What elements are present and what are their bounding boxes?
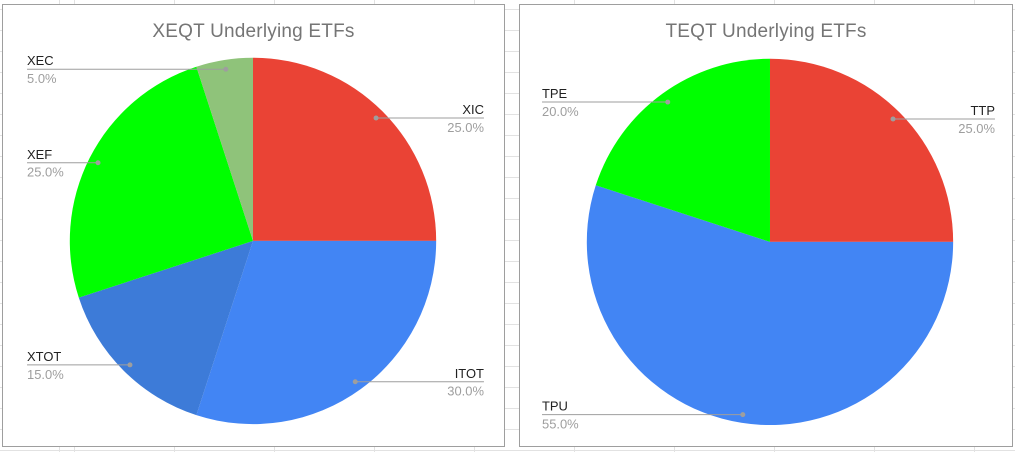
slice-label-name: XEC — [27, 53, 54, 68]
pie-slice-xic[interactable] — [253, 57, 437, 241]
slice-label-percent: 25.0% — [447, 120, 484, 135]
pie-chart-xeqt: XIC 25.0% ITOT 30.0% XTOT 15.0% XEF 25.0% XEC 5.0… — [27, 53, 484, 425]
pie-slice-tpu[interactable] — [586, 185, 954, 426]
pie-chart-teqt: TTP 25.0% TPU 55.0% TPE 20.0% — [542, 58, 995, 432]
chart-title-xeqt: XEQT Underlying ETFs — [152, 21, 355, 42]
leader-dot-xic — [373, 115, 379, 121]
slice-label-percent: 25.0% — [958, 121, 995, 136]
slice-label-name: XEF — [27, 147, 52, 162]
slice-label-name: TPE — [542, 86, 568, 101]
slice-label-percent: 25.0% — [27, 165, 64, 180]
slice-label-name: TTP — [971, 103, 995, 118]
pie-slice-ttp[interactable] — [769, 58, 954, 242]
pie-slice-itot[interactable] — [196, 240, 437, 425]
slice-label-percent: 5.0% — [27, 71, 57, 86]
chart-title-teqt: TEQT Underlying ETFs — [665, 21, 867, 42]
pie-slice-xef[interactable] — [69, 66, 254, 298]
leader-dot-tpu — [740, 412, 746, 418]
chart-panel-teqt[interactable]: TTP 25.0% TPU 55.0% TPE 20.0% TEQT Underlying… — [519, 4, 1013, 447]
slice-label-name: XIC — [462, 102, 484, 117]
leader-dot-xef — [95, 160, 101, 166]
pie-slice-tpe[interactable] — [595, 58, 770, 242]
slice-label-percent: 15.0% — [27, 367, 64, 382]
leader-dot-itot — [352, 379, 358, 385]
slice-label-name: TPU — [542, 399, 568, 414]
pie-slice-xec[interactable] — [196, 57, 254, 241]
slice-label-percent: 20.0% — [542, 104, 579, 119]
leader-dot-tpe — [665, 99, 671, 105]
leader-dot-ttp — [890, 116, 896, 122]
pie-slice-xtot[interactable] — [78, 240, 254, 416]
leader-dot-xtot — [127, 362, 133, 368]
slice-label-percent: 55.0% — [542, 417, 579, 432]
slice-label-name: XTOT — [27, 349, 61, 364]
slice-label-percent: 30.0% — [447, 384, 484, 399]
slice-label-name: ITOT — [455, 366, 484, 381]
leader-dot-xec — [223, 66, 229, 72]
chart-panel-xeqt[interactable]: XIC 25.0% ITOT 30.0% XTOT 15.0% XEF 25.0% XEC 5.0… — [2, 4, 505, 447]
